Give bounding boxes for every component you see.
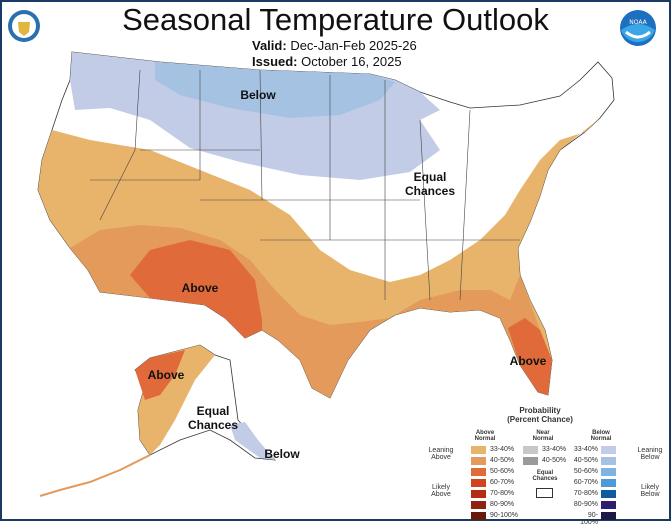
label-above-florida: Above bbox=[509, 354, 547, 368]
legend-swatch-above-5 bbox=[471, 501, 486, 509]
legend-range-below-6: 90-100% bbox=[580, 512, 598, 526]
legend-range-above-6: 90-100% bbox=[490, 512, 519, 519]
label-below-north: Below bbox=[240, 88, 276, 102]
label-above-alaska: Above bbox=[147, 368, 185, 382]
below-40-50-region bbox=[155, 62, 395, 118]
legend-range-above-0: 33-40% bbox=[490, 446, 515, 453]
legend-swatch-below-6 bbox=[601, 512, 616, 520]
legend-likely-below: Likely Below bbox=[640, 484, 660, 498]
legend-swatch-below-5 bbox=[601, 501, 616, 509]
aleutian-islands bbox=[39, 454, 151, 497]
legend-range-above-1: 40-50% bbox=[490, 457, 515, 464]
legend-leaning-below: Leaning Below bbox=[637, 447, 663, 461]
legend-range-below-5: 80-90% bbox=[573, 501, 598, 508]
legend-swatch-above-1 bbox=[471, 457, 486, 465]
legend-range-below-2: 50-60% bbox=[573, 468, 598, 475]
alaska-above-50-60 bbox=[135, 350, 185, 400]
valid-label: Valid: bbox=[252, 38, 287, 53]
state-boundaries bbox=[90, 69, 520, 301]
legend-range-above-2: 50-60% bbox=[490, 468, 515, 475]
legend-equal-chances: Equal Chances bbox=[532, 470, 558, 482]
legend-swatch-below-1 bbox=[601, 457, 616, 465]
legend-range-below-4: 70-80% bbox=[573, 490, 598, 497]
legend-swatch-below-4 bbox=[601, 490, 616, 498]
legend-swatch-below-0 bbox=[601, 446, 616, 454]
legend-range-above-5: 80-90% bbox=[490, 501, 515, 508]
label-equal-chances-alaska: Equal Chances bbox=[187, 404, 239, 432]
label-above-southwest: Above bbox=[181, 281, 219, 295]
legend-swatch-below-3 bbox=[601, 479, 616, 487]
legend-range-near-0: 33-40% bbox=[542, 446, 567, 453]
legend-above-header: Above Normal bbox=[474, 430, 496, 442]
legend-equal-chances-swatch bbox=[536, 488, 553, 498]
legend-near-header: Near Normal bbox=[532, 430, 554, 442]
above-leaning-band bbox=[38, 118, 600, 398]
above-50-60-florida bbox=[508, 318, 552, 395]
valid-period: Valid: Dec-Jan-Feb 2025-26 bbox=[252, 38, 417, 53]
legend-range-below-3: 60-70% bbox=[573, 479, 598, 486]
label-below-alaska: Below bbox=[264, 447, 300, 461]
noaa-logo: NOAA bbox=[620, 10, 656, 46]
legend-swatch-above-2 bbox=[471, 468, 486, 476]
legend-range-near-1: 40-50% bbox=[542, 457, 567, 464]
legend-swatch-above-3 bbox=[471, 479, 486, 487]
legend-title: Probability bbox=[519, 406, 561, 415]
commerce-seal-logo bbox=[8, 10, 40, 42]
legend-swatch-near-1 bbox=[523, 457, 538, 465]
legend-below-header: Below Normal bbox=[590, 430, 612, 442]
legend-likely-above: Likely Above bbox=[431, 484, 451, 498]
legend-range-below-0: 33-40% bbox=[573, 446, 598, 453]
legend-subtitle: (Percent Chance) bbox=[507, 415, 573, 424]
issued-value: October 16, 2025 bbox=[301, 54, 402, 69]
issued-label: Issued: bbox=[252, 54, 298, 69]
legend-range-below-1: 40-50% bbox=[573, 457, 598, 464]
above-50-60-southwest bbox=[130, 240, 262, 338]
legend-range-above-3: 60-70% bbox=[490, 479, 515, 486]
svg-text:NOAA: NOAA bbox=[629, 19, 647, 26]
legend-leaning-above: Leaning Above bbox=[428, 447, 454, 461]
issued-date: Issued: October 16, 2025 bbox=[252, 54, 402, 69]
legend-swatch-above-6 bbox=[471, 512, 486, 520]
legend-swatch-near-0 bbox=[523, 446, 538, 454]
legend-range-above-4: 70-80% bbox=[490, 490, 515, 497]
legend-swatch-above-4 bbox=[471, 490, 486, 498]
page-title: Seasonal Temperature Outlook bbox=[122, 2, 549, 37]
label-equal-chances-east: Equal Chances bbox=[404, 170, 456, 198]
valid-value: Dec-Jan-Feb 2025-26 bbox=[290, 38, 417, 53]
alaska-below-panhandle bbox=[230, 422, 275, 460]
legend-swatch-below-2 bbox=[601, 468, 616, 476]
legend-swatch-above-0 bbox=[471, 446, 486, 454]
